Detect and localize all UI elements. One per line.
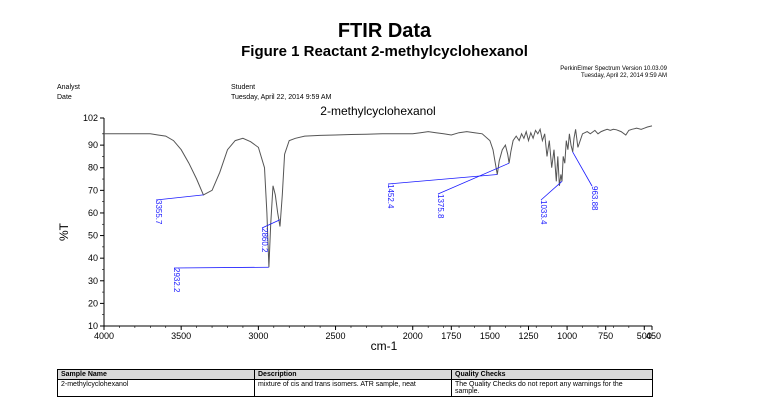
y-tick-label: 40 — [88, 253, 98, 263]
date-value: Tuesday, April 22, 2014 9:59 AM — [231, 94, 332, 101]
x-axis-label: cm-1 — [371, 339, 398, 353]
x-tick-label: 2500 — [326, 331, 346, 341]
x-tick-label: 750 — [598, 331, 613, 341]
y-tick-label: 30 — [88, 276, 98, 286]
peak-label: 2860.2 — [260, 228, 269, 253]
table-header-cell: Quality Checks — [451, 369, 653, 380]
peak-label: 1033.4 — [539, 200, 548, 225]
table-header-cell: Description — [254, 369, 452, 380]
peak-leader-line — [173, 266, 269, 269]
x-tick-label: 3500 — [171, 331, 191, 341]
x-tick-label: 3000 — [248, 331, 268, 341]
peak-label: 963.88 — [590, 186, 599, 211]
table-row: 2-methylcyclohexanol mixture of cis and … — [57, 379, 653, 397]
analyst-value: Student — [231, 84, 256, 91]
table-cell: 2-methylcyclohexanol — [57, 379, 255, 397]
y-tick-label: 10 — [88, 321, 98, 331]
analyst-label: Analyst — [57, 84, 80, 91]
date-label: Date — [57, 94, 72, 101]
peak-leader-line — [572, 151, 593, 187]
peak-label: 3355.7 — [154, 200, 163, 225]
y-tick-label: 20 — [88, 298, 98, 308]
y-tick-label: 80 — [88, 163, 98, 173]
x-tick-label: 1250 — [518, 331, 538, 341]
x-tick-label: 4000 — [94, 331, 114, 341]
y-tick-label: 70 — [88, 185, 98, 195]
table-header-row: Sample Name Description Quality Checks — [57, 369, 653, 380]
peak-leader-line — [437, 162, 510, 195]
table-cell: The Quality Checks do not report any war… — [451, 379, 653, 397]
sample-info-table: Sample Name Description Quality Checks 2… — [57, 369, 653, 397]
x-tick-label: 1500 — [480, 331, 500, 341]
figure-subtitle: Figure 1 Reactant 2-methylcyclohexanol — [241, 43, 528, 60]
x-tick-label: 1000 — [557, 331, 577, 341]
y-tick-label: 50 — [88, 231, 98, 241]
table-header-cell: Sample Name — [57, 369, 255, 380]
peak-leader-line — [261, 219, 281, 229]
peak-leader-line — [387, 174, 498, 185]
y-axis-label: %T — [57, 222, 71, 241]
report-timestamp: Tuesday, April 22, 2014 9:59 AM — [580, 73, 667, 79]
y-tick-label: 90 — [88, 140, 98, 150]
table-cell: mixture of cis and trans isomers. ATR sa… — [254, 379, 452, 397]
y-tick-label: 60 — [88, 208, 98, 218]
x-tick-label: 450 — [646, 331, 661, 341]
x-tick-label: 1750 — [441, 331, 461, 341]
peak-label: 1375.8 — [436, 194, 445, 219]
x-tick-label: 500 — [637, 331, 652, 341]
peak-label: 2932.2 — [172, 268, 181, 293]
peak-leader-line — [540, 181, 563, 201]
peak-leader-line — [155, 194, 204, 201]
software-version: PerkinElmer Spectrum Version 10.03.09 — [560, 66, 667, 72]
peak-label: 1452.4 — [386, 184, 395, 209]
y-tick-label: 102 — [83, 113, 98, 123]
page-title: FTIR Data — [337, 20, 432, 42]
spectrum-line — [104, 125, 653, 268]
x-tick-label: 2000 — [403, 331, 423, 341]
chart-title: 2-methylcyclohexanol — [320, 104, 435, 118]
